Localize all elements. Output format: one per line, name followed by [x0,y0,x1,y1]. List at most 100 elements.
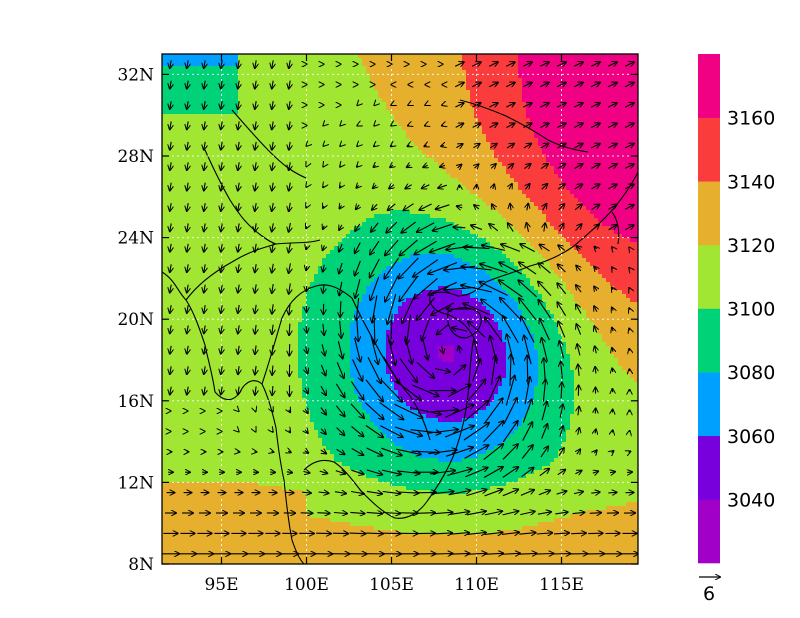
wind-vector [483,398,502,424]
wind-vector [491,164,496,168]
wind-vector [428,450,456,455]
wind-vector [574,184,583,190]
wind-vector [255,325,256,334]
wind-vector [442,346,444,353]
wind-vector [366,512,383,513]
wind-vector [607,83,617,87]
wind-vector [409,407,441,415]
wind-vector [385,239,399,255]
wind-vector [467,380,486,403]
wind-vector [170,243,171,252]
wind-vector [521,468,534,478]
wind-vector [629,451,631,452]
wind-vector [523,103,531,107]
wind-vector [577,344,580,356]
wind-vector [357,317,359,342]
wind-vector [576,266,581,271]
wind-vector [187,141,188,150]
wind-vector [238,203,239,211]
wind-vector [365,379,383,402]
wind-vector [272,365,273,375]
wind-vector [629,288,630,289]
wind-vector [560,426,563,437]
wind-vector [381,469,401,474]
wind-vector [323,226,324,229]
wind-vector [490,356,496,385]
wind-vector [540,144,549,148]
wind-vector [289,101,290,109]
coastline-indochina [162,271,305,564]
wind-vector [302,492,311,493]
wind-vector [221,80,222,89]
wind-vector [484,511,502,516]
wind-vector [272,182,273,191]
wind-vector [624,144,634,148]
wind-vector [238,162,239,170]
wind-vector [389,185,394,189]
wind-vector [238,386,239,395]
wind-vector [272,284,273,293]
wind-vector [221,325,222,334]
wind-vector [351,448,364,456]
wind-vector [527,223,529,232]
wind-vector [336,362,344,378]
wind-vector [305,430,308,433]
wind-vector [333,513,347,514]
wind-vector [422,185,430,189]
wind-vector [255,304,256,313]
wind-vector [382,513,400,514]
axes: 95E 100E 105E 110E 115E 8N 12N 16N 20N 24N 28N 32N [117,54,638,595]
x-tick-label: 115E [539,575,584,595]
wind-vector [367,356,381,383]
wind-vector [221,141,222,150]
colorbar-swatch [698,435,720,500]
wind-vector [255,203,256,211]
wind-vector [624,62,634,66]
wind-vector [500,298,522,321]
wind-vector [433,223,453,231]
wind-vector [453,365,466,376]
wind-vector [221,223,222,232]
wind-vector [385,275,399,302]
wind-vector [538,490,550,496]
wind-vector [575,471,581,474]
wind-vector [370,240,380,254]
wind-vector [286,472,292,473]
wind-vector [306,246,307,249]
colorbar-swatch [698,499,720,564]
wind-vector [506,144,514,148]
wind-vector [573,62,583,66]
y-tick-label: 16N [117,392,154,412]
wind-vector [590,83,600,87]
wind-vector [557,302,567,316]
wind-vector [399,275,419,301]
wind-vector [524,164,530,169]
wind-vector [321,450,326,453]
wind-vector [221,366,222,374]
wind-vector [187,60,188,68]
wind-vector [431,302,455,315]
wind-vector [387,334,396,366]
wind-vector [452,328,468,331]
wind-vector [350,381,363,400]
wind-vector [540,447,548,458]
wind-vector [170,366,171,374]
wind-vector [607,103,617,107]
wind-vector [521,316,535,343]
wind-vector [407,314,412,344]
wind-vector [501,532,519,534]
wind-vector [629,329,630,331]
wind-vector [170,203,171,211]
wind-vector [539,83,549,87]
wind-vector [204,325,205,334]
wind-vector [594,326,596,333]
wind-vector [204,60,205,68]
wind-vector [404,203,414,211]
wind-vector [386,221,398,232]
wind-vector [523,144,531,148]
wind-vector [170,264,171,272]
wind-vector [414,240,437,254]
wind-vector [523,123,531,127]
wind-vector [519,298,537,321]
wind-vector [447,469,471,477]
